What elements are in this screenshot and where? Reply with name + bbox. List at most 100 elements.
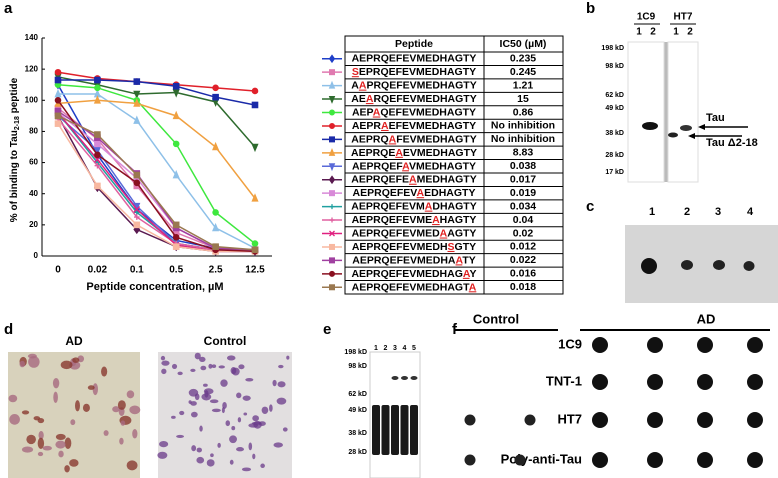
- line: [58, 93, 256, 249]
- line: [57, 71, 256, 92]
- cell: [260, 463, 265, 469]
- marker: [328, 96, 336, 104]
- kd-label: 38 kD: [348, 430, 367, 437]
- peptide-part: AEPRQEFEVMEDHA: [352, 254, 456, 266]
- lane-label: 1: [636, 27, 642, 38]
- cell: [171, 415, 176, 419]
- x-tick-label: 0.1: [130, 265, 144, 276]
- marker: [328, 148, 336, 156]
- peptide: SEPRQEFEVMEDHAGTY: [352, 66, 476, 78]
- marker: [94, 162, 101, 169]
- kd-label: 62 kD: [605, 92, 624, 99]
- marker: [93, 146, 101, 156]
- y-axis-label-part: peptide: [9, 77, 20, 116]
- lane-label: 4: [747, 206, 754, 218]
- kd-label: 49 kD: [605, 105, 624, 112]
- cell: [103, 430, 109, 436]
- marker: [54, 88, 62, 98]
- smear: [410, 405, 418, 455]
- cell: [188, 400, 192, 404]
- peptide-part: AEPRQEFEVME: [352, 214, 433, 226]
- arrow-head: [698, 124, 705, 130]
- peptide-part: AEPRQEFEVMEDHAG: [351, 268, 462, 280]
- kd-label: 198 kD: [601, 45, 624, 52]
- cell: [276, 397, 287, 405]
- lane-label: 4: [403, 345, 407, 352]
- dot: [514, 454, 526, 466]
- marker: [328, 80, 336, 89]
- ic50: 0.86: [513, 106, 534, 118]
- marker: [172, 140, 180, 148]
- lane-label: 3: [393, 345, 397, 352]
- ic50: 0.016: [510, 268, 536, 280]
- peptide-part: FEVMEDHAGTY: [396, 133, 477, 145]
- ic50: 0.019: [510, 187, 536, 199]
- peptide: AEPRQEFEVMEDHAATY: [352, 254, 476, 266]
- cell: [37, 437, 45, 449]
- peptide-part: EVMEDHAGTY: [403, 147, 477, 159]
- cell: [179, 410, 185, 416]
- marker: [251, 143, 259, 153]
- cell: [199, 425, 203, 432]
- peptide: AEPRQEFEVMEDHAGTY: [352, 53, 477, 65]
- peptide: AEPRAEFEVMEDHAGTY: [352, 120, 476, 132]
- row-label: HT7: [557, 411, 582, 426]
- cell: [159, 440, 169, 448]
- marker: [172, 221, 180, 229]
- ic50: 1.21: [513, 79, 534, 91]
- cell: [132, 429, 138, 439]
- cell: [199, 356, 206, 363]
- marker: [54, 112, 62, 120]
- marker: [251, 87, 259, 95]
- y-tick-label: 140: [25, 33, 39, 42]
- y-axis-label: % of binding to Tau2-18 peptide: [9, 77, 21, 222]
- dot: [697, 337, 713, 353]
- y-tick-label: 100: [25, 95, 39, 104]
- marker: [133, 221, 141, 229]
- cell: [82, 403, 90, 413]
- panel-label: a: [4, 0, 13, 17]
- ic50: 0.038: [510, 160, 536, 172]
- peptide-part: RQEFEVMEDHAGTY: [373, 93, 476, 105]
- cell: [211, 364, 217, 368]
- marker: [172, 110, 180, 120]
- band: [642, 122, 658, 130]
- antibody-label: 1C9: [637, 12, 656, 23]
- marker: [134, 209, 140, 216]
- mutation: A: [456, 254, 464, 266]
- kd-label: 28 kD: [348, 449, 367, 456]
- marker: [328, 175, 336, 185]
- y-tick-label: 60: [29, 158, 38, 167]
- ic50: 15: [517, 93, 529, 105]
- smear: [381, 405, 390, 455]
- peptide: AEPRQAFEVMEDHAGTY: [351, 133, 476, 145]
- cell: [236, 392, 242, 399]
- mutation: A: [469, 281, 477, 293]
- dot: [641, 258, 657, 274]
- dot: [697, 412, 713, 428]
- cell: [226, 355, 236, 361]
- cell: [190, 401, 197, 406]
- cell: [53, 391, 58, 404]
- cell: [33, 416, 41, 421]
- cell: [253, 420, 262, 429]
- cell: [206, 459, 215, 467]
- x-axis-label: Peptide concentration, µM: [86, 281, 223, 293]
- kd-label: 198 kD: [344, 349, 367, 356]
- y-axis-label-part: % of binding to Tau: [9, 130, 20, 222]
- cell: [55, 433, 66, 441]
- cell: [42, 445, 52, 451]
- mutation: A: [425, 200, 433, 212]
- group-label: AD: [697, 311, 716, 326]
- marker: [329, 230, 335, 237]
- cell: [245, 378, 254, 382]
- peptide-part: A: [351, 79, 359, 91]
- cell: [55, 440, 66, 449]
- cell: [72, 357, 80, 363]
- table-border: [344, 35, 564, 295]
- marker: [251, 193, 259, 202]
- band-label: Tau Δ2-18: [706, 137, 758, 149]
- peptide-part: PRQEFEVMEDHAGTY: [366, 79, 476, 91]
- marker: [94, 156, 101, 163]
- mutation: S: [448, 241, 455, 253]
